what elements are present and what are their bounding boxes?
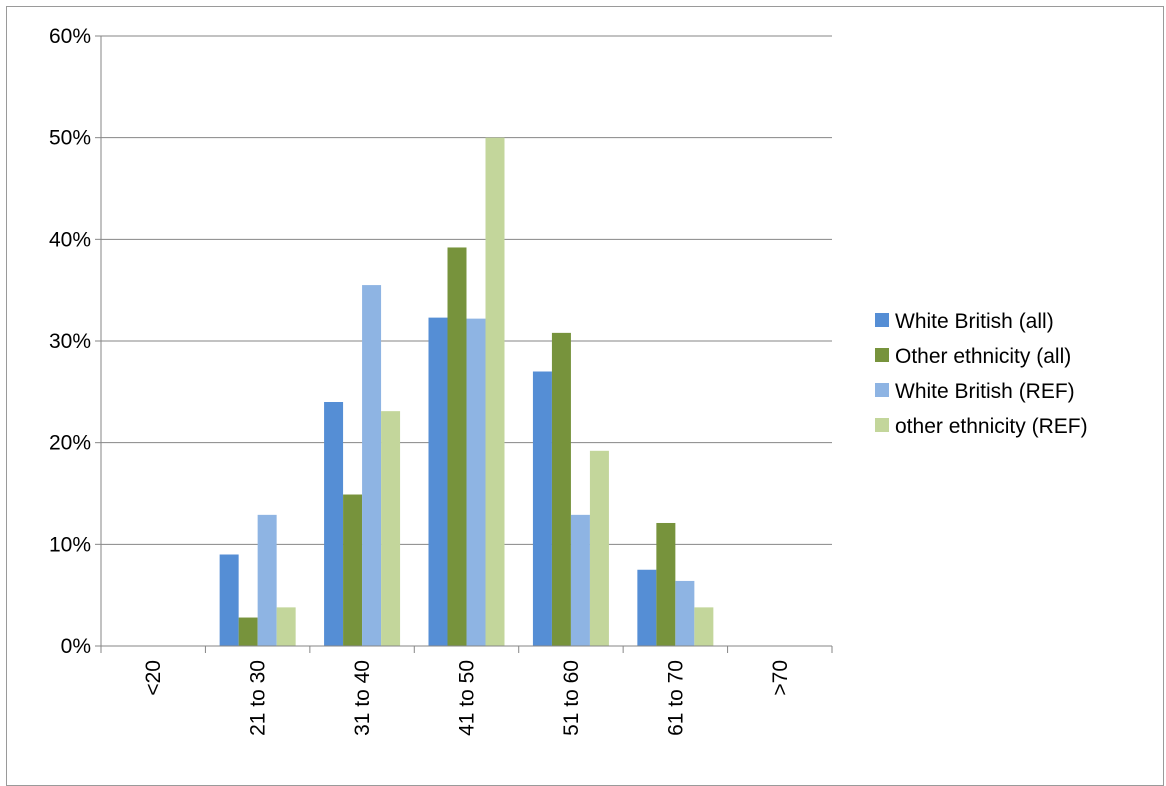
- bar: [324, 402, 344, 646]
- x-tick-label: 31 to 40: [351, 660, 374, 736]
- bar: [447, 247, 467, 646]
- legend-label: Other ethnicity (all): [895, 345, 1071, 368]
- bar: [238, 617, 258, 646]
- bar: [428, 317, 448, 646]
- y-axis-ticks: 0% 10% 20% 30% 40% 50% 60%: [49, 25, 101, 658]
- legend-label: White British (REF): [895, 380, 1075, 403]
- legend-swatch: [875, 348, 889, 362]
- y-tick-label: 0%: [61, 635, 91, 658]
- y-tick-label: 30%: [49, 330, 91, 353]
- bar: [362, 285, 382, 646]
- bar: [219, 554, 239, 646]
- x-tick-label: >70: [769, 660, 792, 696]
- y-tick-label: 60%: [49, 25, 91, 48]
- legend: White British (all) Other ethnicity (all)…: [875, 310, 1088, 438]
- bar: [485, 137, 505, 646]
- bar: [656, 522, 676, 646]
- x-tick-label: 61 to 70: [664, 660, 687, 736]
- y-tick-label: 10%: [49, 533, 91, 556]
- x-tick-label: 21 to 30: [247, 660, 270, 736]
- legend-swatch: [875, 383, 889, 397]
- bar-chart: 0% 10% 20% 30% 40% 50% 60% <20 21 to 30 31 to 40…: [49, 25, 1088, 736]
- legend-swatch: [875, 418, 889, 432]
- bar: [381, 411, 401, 646]
- bar: [589, 450, 609, 646]
- x-axis-ticks: <20 21 to 30 31 to 40 41 to 50 51 to 60 61 to…: [100, 646, 833, 736]
- x-tick-label: 51 to 60: [560, 660, 583, 736]
- y-tick-label: 50%: [49, 127, 91, 150]
- bar: [675, 580, 695, 646]
- bar: [570, 514, 590, 646]
- bar: [637, 569, 657, 646]
- bar: [276, 607, 296, 646]
- legend-swatch: [875, 313, 889, 327]
- gridlines: [101, 35, 832, 545]
- x-axis: [100, 36, 832, 647]
- bars: [219, 137, 714, 646]
- bar: [694, 607, 714, 646]
- bar: [466, 318, 486, 646]
- bar: [532, 371, 552, 646]
- legend-label: White British (all): [895, 310, 1054, 333]
- legend-label: other ethnicity (REF): [895, 415, 1088, 438]
- x-tick-label: 41 to 50: [456, 660, 479, 736]
- bar: [551, 332, 571, 646]
- bar: [343, 494, 363, 646]
- y-tick-label: 20%: [49, 432, 91, 455]
- bar: [257, 514, 277, 646]
- y-tick-label: 40%: [49, 228, 91, 251]
- x-tick-label: <20: [142, 660, 165, 696]
